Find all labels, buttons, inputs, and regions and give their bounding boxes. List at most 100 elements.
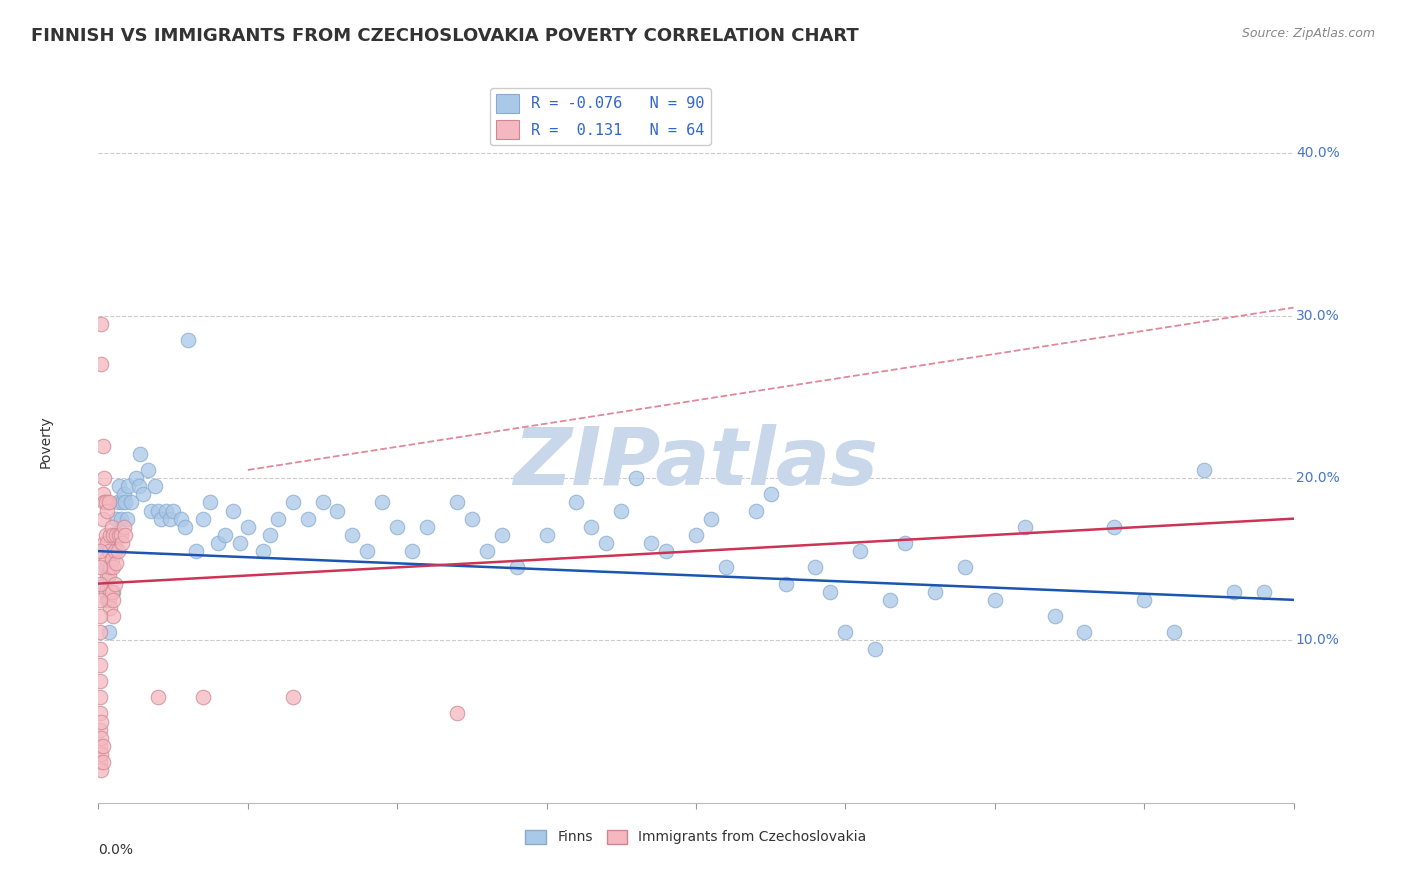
- Point: [259, 528, 281, 542]
- Point: [103, 609, 125, 624]
- Point: [114, 528, 136, 542]
- Point: [1253, 584, 1275, 599]
- Text: 0.0%: 0.0%: [98, 843, 134, 856]
- Point: [96, 592, 118, 607]
- Point: [700, 511, 723, 525]
- Point: [94, 528, 117, 542]
- Point: [91, 511, 114, 525]
- Point: [132, 487, 155, 501]
- Text: Poverty: Poverty: [39, 416, 53, 467]
- Point: [110, 528, 132, 542]
- Point: [93, 495, 115, 509]
- Point: [879, 592, 901, 607]
- Point: [311, 495, 333, 509]
- Point: [685, 528, 707, 542]
- Point: [97, 592, 120, 607]
- Point: [148, 690, 170, 705]
- Point: [461, 511, 484, 525]
- Point: [506, 560, 529, 574]
- Point: [108, 528, 131, 542]
- Point: [385, 520, 409, 534]
- Point: [953, 560, 976, 574]
- Point: [128, 479, 150, 493]
- Point: [536, 528, 558, 542]
- Point: [1104, 520, 1126, 534]
- Point: [136, 463, 159, 477]
- Point: [111, 495, 134, 509]
- Point: [281, 690, 304, 705]
- Legend: Finns, Immigrants from Czechoslovakia: Finns, Immigrants from Czechoslovakia: [520, 824, 872, 850]
- Point: [326, 503, 349, 517]
- Point: [148, 503, 170, 517]
- Point: [475, 544, 498, 558]
- Point: [184, 544, 207, 558]
- Point: [174, 520, 197, 534]
- Point: [107, 544, 129, 558]
- Point: [114, 495, 136, 509]
- Point: [150, 511, 173, 525]
- Point: [1043, 609, 1066, 624]
- Point: [865, 641, 887, 656]
- Point: [446, 706, 468, 721]
- Point: [820, 584, 842, 599]
- Point: [98, 560, 122, 574]
- Point: [169, 511, 191, 525]
- Point: [94, 495, 117, 509]
- Point: [229, 536, 252, 550]
- Point: [91, 755, 114, 769]
- Point: [97, 625, 120, 640]
- Point: [90, 731, 112, 745]
- Point: [125, 471, 148, 485]
- Point: [446, 495, 468, 509]
- Point: [89, 657, 111, 672]
- Point: [103, 560, 125, 574]
- Point: [91, 487, 114, 501]
- Point: [281, 495, 304, 509]
- Point: [759, 487, 782, 501]
- Point: [110, 511, 132, 525]
- Point: [101, 584, 124, 599]
- Point: [191, 511, 214, 525]
- Point: [1014, 520, 1036, 534]
- Point: [200, 495, 222, 509]
- Point: [252, 544, 274, 558]
- Point: [94, 552, 117, 566]
- Point: [103, 528, 125, 542]
- Point: [104, 536, 127, 550]
- Text: 30.0%: 30.0%: [1296, 309, 1340, 323]
- Point: [98, 601, 122, 615]
- Point: [89, 641, 111, 656]
- Point: [89, 723, 111, 737]
- Point: [804, 560, 827, 574]
- Point: [101, 552, 124, 566]
- Point: [94, 560, 117, 574]
- Point: [104, 576, 127, 591]
- Point: [98, 584, 122, 599]
- Point: [214, 528, 236, 542]
- Point: [207, 536, 229, 550]
- Point: [115, 511, 138, 525]
- Point: [143, 479, 166, 493]
- Point: [491, 528, 513, 542]
- Point: [1073, 625, 1095, 640]
- Point: [984, 592, 1007, 607]
- Point: [94, 584, 117, 599]
- Point: [1163, 625, 1185, 640]
- Point: [91, 439, 114, 453]
- Text: 20.0%: 20.0%: [1296, 471, 1340, 485]
- Point: [1223, 584, 1246, 599]
- Point: [1192, 463, 1215, 477]
- Point: [894, 536, 917, 550]
- Point: [97, 495, 120, 509]
- Point: [98, 528, 122, 542]
- Text: 40.0%: 40.0%: [1296, 146, 1340, 161]
- Point: [595, 536, 617, 550]
- Point: [565, 495, 588, 509]
- Point: [117, 479, 139, 493]
- Point: [89, 576, 111, 591]
- Point: [834, 625, 856, 640]
- Point: [89, 755, 111, 769]
- Text: ZIPatlas: ZIPatlas: [513, 425, 879, 502]
- Point: [103, 584, 125, 599]
- Point: [191, 690, 214, 705]
